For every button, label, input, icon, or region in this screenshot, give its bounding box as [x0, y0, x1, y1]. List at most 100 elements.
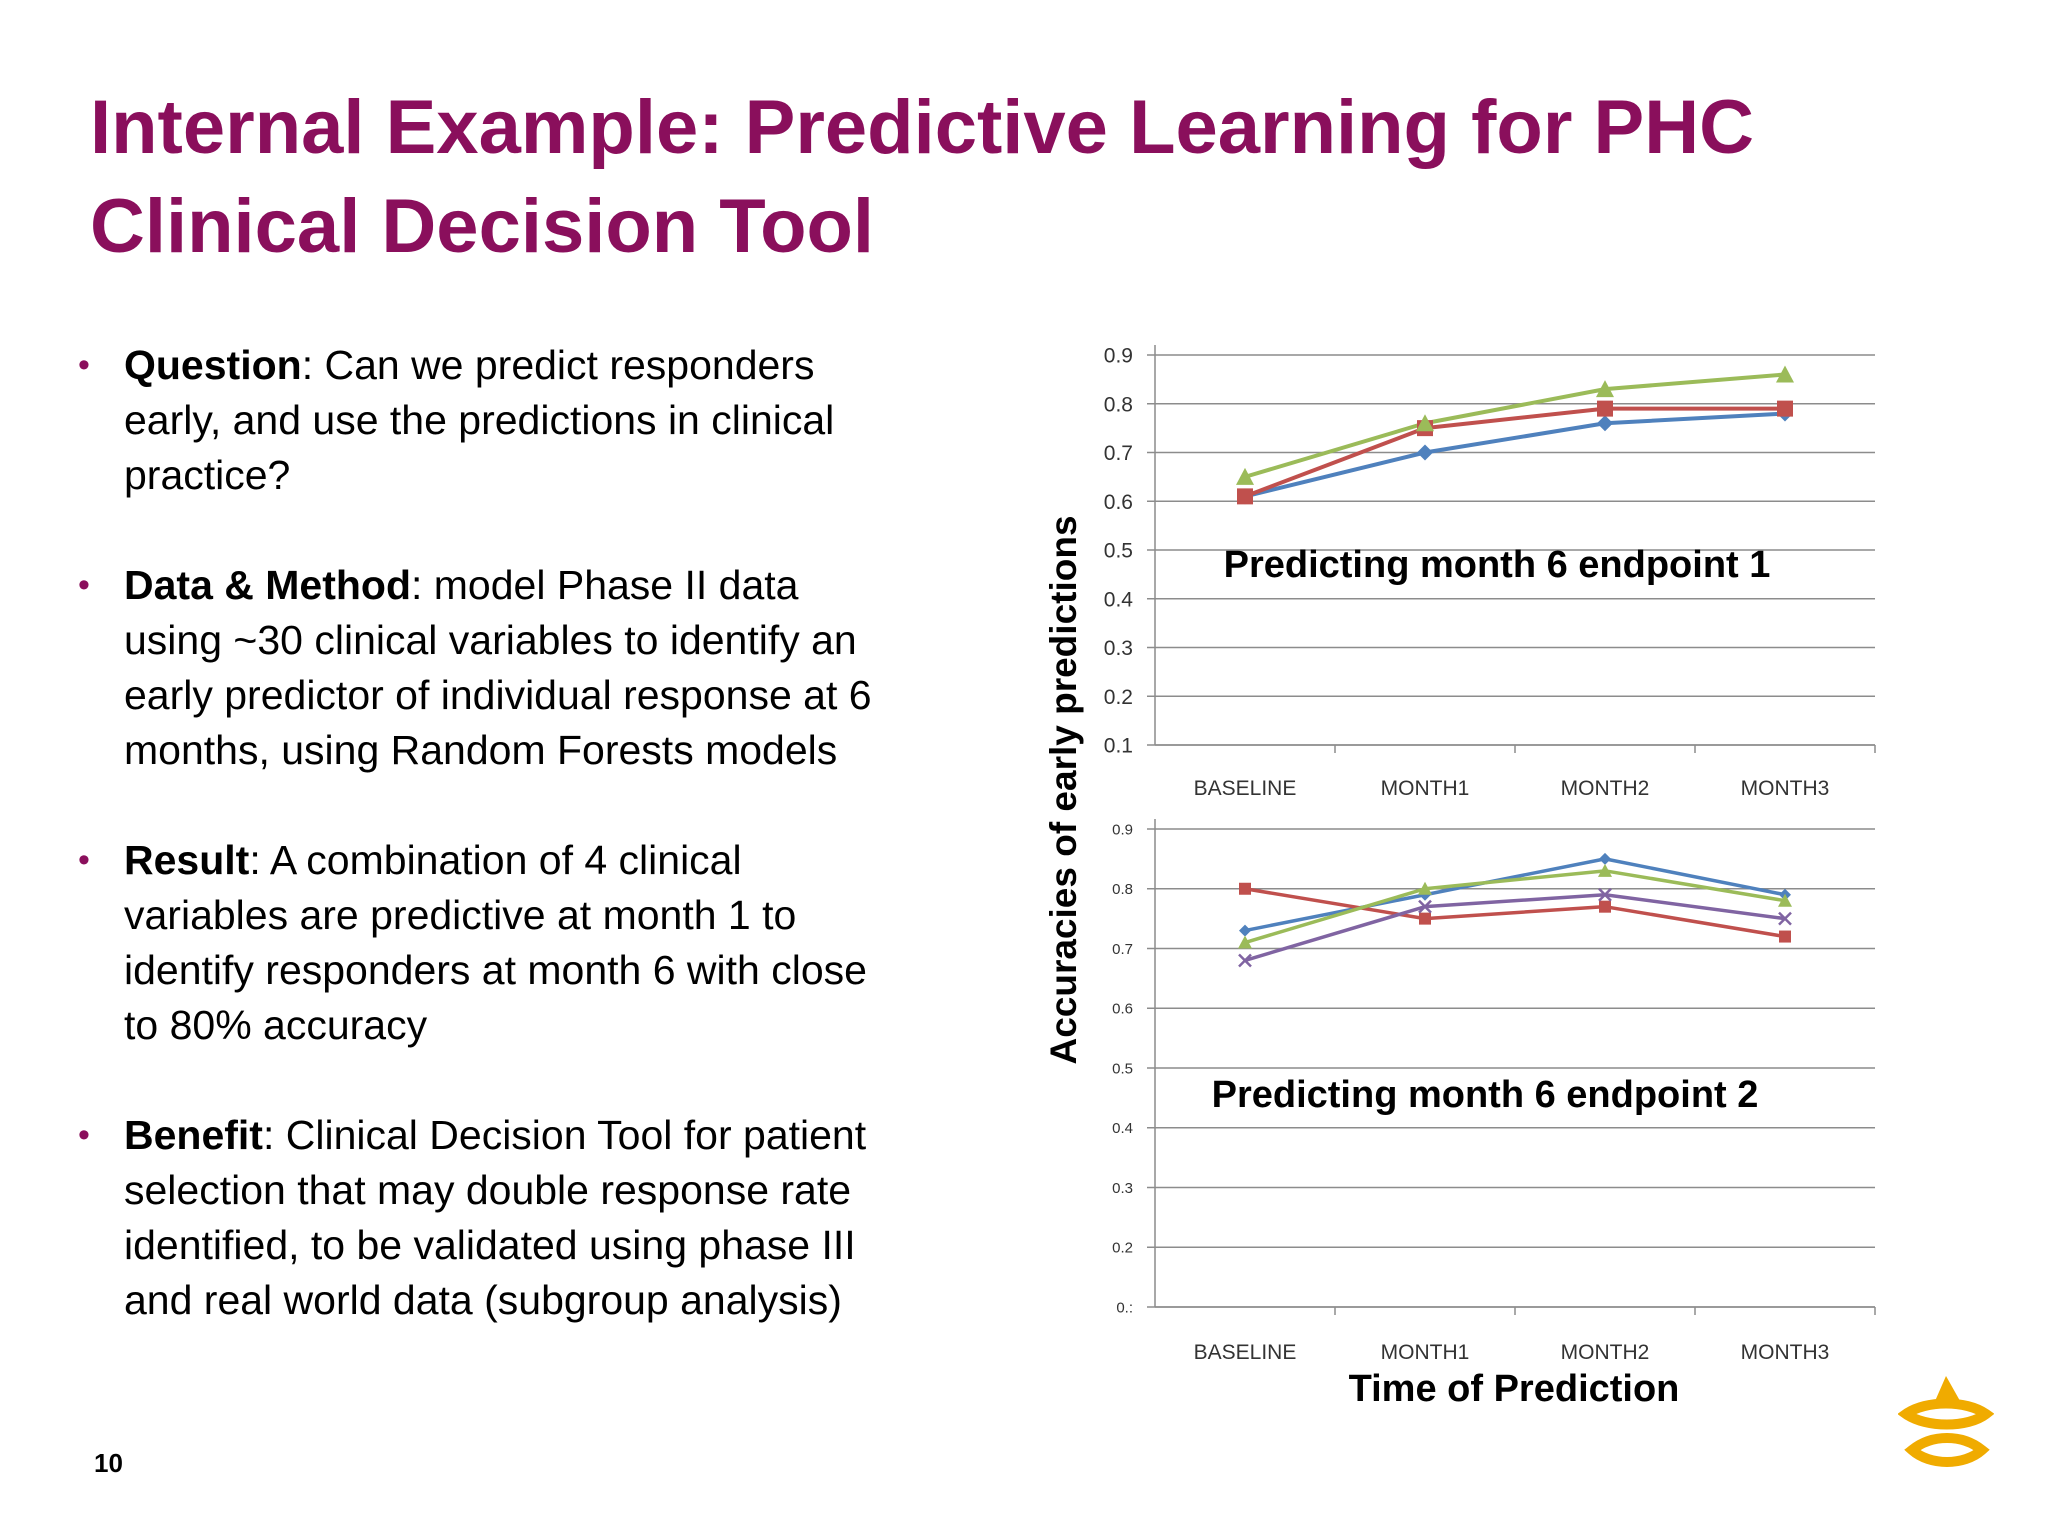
y-tick-label: 0.8 — [1104, 393, 1133, 416]
bullet-line: and real world data (subgroup analysis) — [124, 1277, 842, 1323]
bullet-line: variables are predictive at month 1 to — [124, 892, 797, 938]
data-point-diamond — [1597, 415, 1613, 432]
bullet-line: Question: Can we predict responders — [124, 338, 1008, 393]
chart-endpoint-2: 0.: 0.2 0.3 0.4 0.5 0.6 0.7 0.8 0.9 BASELINE MONTH… — [1112, 819, 1876, 1364]
data-point-triangle — [1778, 893, 1792, 907]
series-line — [1244, 887, 1786, 939]
bullet-line: practice? — [124, 452, 291, 498]
series-line — [1244, 372, 1786, 479]
x-axis-title: Time of Prediction — [1348, 1368, 1680, 1410]
bullet-term: Data & Method — [124, 562, 411, 608]
logo-mid-swirl — [1898, 1398, 1994, 1430]
data-point-diamond — [1599, 852, 1611, 865]
x-tick-label: MONTH3 — [1741, 1341, 1830, 1364]
bullet-question: • Question: Can we predict responders ea… — [78, 338, 1008, 503]
y-tick-label: 0.9 — [1104, 345, 1133, 368]
bullet-text: : Clinical Decision Tool for patient — [262, 1112, 867, 1158]
y-tick-label: 0.7 — [1112, 941, 1133, 958]
bullet-result: • Result: A combination of 4 clinical va… — [78, 833, 1008, 1053]
bullet-line: months, using Random Forests models — [124, 727, 838, 773]
y-tick-label: 0.4 — [1104, 588, 1134, 611]
data-point-triangle — [1236, 467, 1254, 485]
y-axis-title: Accuracies of early predictions — [1043, 515, 1084, 1065]
bullet-line: selection that may double response rate — [124, 1167, 852, 1213]
bullet-term: Benefit — [124, 1112, 263, 1158]
y-tick-label: 0.2 — [1112, 1240, 1133, 1257]
series-line — [1244, 857, 1786, 933]
bullet-text: : Can we predict responders — [301, 342, 815, 388]
bullet-line: identified, to be validated using phase … — [124, 1222, 856, 1268]
bullet-dot-icon: • — [78, 841, 90, 879]
y-tick-label: 0.3 — [1112, 1180, 1133, 1197]
bullet-text: : model Phase II data — [411, 562, 799, 608]
data-point-triangle — [1596, 380, 1614, 398]
title-line-1: Internal Example: Predictive Learning fo… — [90, 85, 1754, 170]
data-point-square — [1419, 912, 1431, 925]
bullet-benefit: • Benefit: Clinical Decision Tool for pa… — [78, 1108, 1008, 1328]
x-tick-label: MONTH2 — [1561, 777, 1650, 800]
slide-title: Internal Example: Predictive Learning fo… — [90, 78, 1970, 276]
series-line — [1244, 869, 1786, 945]
data-point-triangle — [1416, 414, 1434, 432]
y-tick-label: 0.6 — [1104, 491, 1133, 514]
y-tick-label: 0.9 — [1112, 821, 1133, 838]
data-point-x — [1598, 887, 1612, 902]
bullet-line: Data & Method: model Phase II data — [124, 558, 1008, 613]
x-tick-label: MONTH3 — [1741, 777, 1830, 800]
bullet-text: : A combination of 4 clinical — [249, 837, 742, 883]
bullet-term: Result — [124, 837, 250, 883]
data-point-x — [1238, 953, 1252, 968]
data-point-square — [1777, 400, 1793, 417]
series-line — [1244, 406, 1785, 499]
bullet-data-method: • Data & Method: model Phase II data usi… — [78, 558, 1008, 778]
title-line-2: Clinical Decision Tool — [90, 184, 875, 269]
bullet-line: Benefit: Clinical Decision Tool for pati… — [124, 1108, 1008, 1163]
series-line — [1244, 892, 1786, 963]
x-tick-label: BASELINE — [1194, 1341, 1297, 1364]
bullet-list: • Question: Can we predict responders ea… — [78, 338, 1008, 1383]
bullet-dot-icon: • — [78, 346, 90, 384]
data-point-x — [1778, 911, 1792, 926]
y-tick-label: 0.: — [1116, 1299, 1133, 1316]
y-tick-label: 0.2 — [1104, 686, 1133, 709]
logo-bottom-swirl — [1904, 1433, 1990, 1467]
bullet-dot-icon: • — [78, 566, 90, 604]
y-tick-label: 0.6 — [1112, 1001, 1133, 1018]
bullet-line: identify responders at month 6 with clos… — [124, 947, 867, 993]
y-tick-label: 0.8 — [1112, 881, 1133, 898]
y-tick-label: 0.4 — [1112, 1120, 1133, 1137]
y-tick-label: 0.5 — [1104, 540, 1133, 563]
data-point-square — [1239, 882, 1251, 895]
y-tick-label: 0.5 — [1112, 1060, 1133, 1077]
series-line — [1244, 411, 1786, 499]
data-point-triangle — [1238, 935, 1252, 949]
data-point-triangle — [1598, 863, 1612, 877]
data-point-square — [1599, 900, 1611, 913]
page-number: 10 — [94, 1448, 123, 1478]
x-tick-label: BASELINE — [1194, 777, 1297, 800]
chart-title: Predicting month 6 endpoint 1 — [1224, 544, 1771, 586]
bullet-line: early predictor of individual response a… — [124, 672, 872, 718]
data-point-square — [1779, 930, 1791, 943]
data-point-square — [1237, 488, 1253, 505]
bullet-line: to 80% accuracy — [124, 1002, 428, 1048]
data-point-triangle — [1776, 365, 1794, 383]
bullet-line: using ~30 clinical variables to identify… — [124, 617, 857, 663]
y-tick-label: 0.7 — [1104, 442, 1133, 465]
data-point-square — [1597, 400, 1613, 417]
bullet-dot-icon: • — [78, 1116, 90, 1154]
y-tick-label: 0.1 — [1104, 735, 1133, 758]
x-tick-label: MONTH1 — [1381, 777, 1470, 800]
bullet-term: Question — [124, 342, 302, 388]
bullet-line: Result: A combination of 4 clinical — [124, 833, 1008, 888]
x-tick-label: MONTH2 — [1561, 1341, 1650, 1364]
astrazeneca-logo-icon — [1898, 1376, 1994, 1467]
bullet-line: early, and use the predictions in clinic… — [124, 397, 835, 443]
y-tick-label: 0.3 — [1104, 637, 1133, 660]
data-point-diamond — [1239, 924, 1251, 937]
data-point-diamond — [1417, 444, 1433, 461]
data-point-triangle — [1418, 881, 1432, 895]
chart-endpoint-1: 0.1 0.2 0.3 0.4 0.5 0.6 0.7 0.8 0.9 BASELINE MONTH… — [1104, 345, 1876, 800]
chart-title: Predicting month 6 endpoint 2 — [1212, 1074, 1759, 1116]
x-tick-label: MONTH1 — [1381, 1341, 1470, 1364]
